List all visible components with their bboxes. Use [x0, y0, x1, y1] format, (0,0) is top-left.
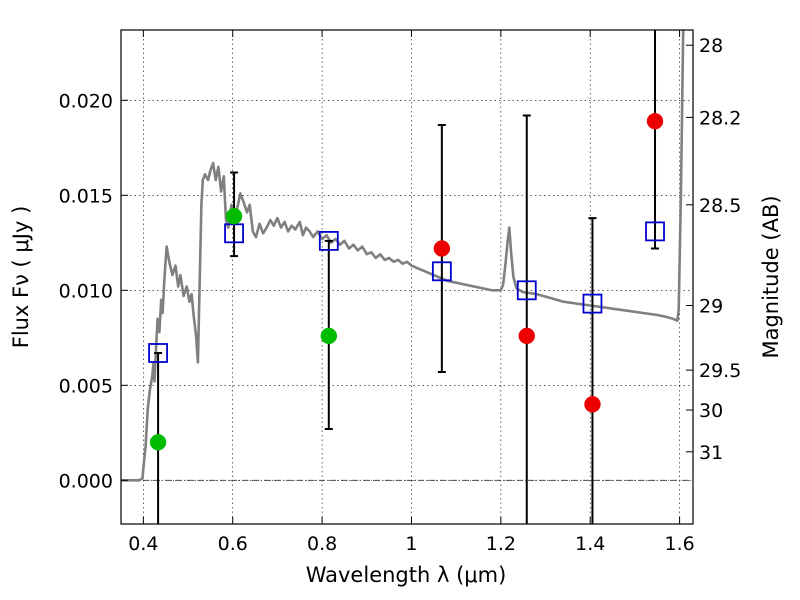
observed-flux-point — [584, 396, 601, 413]
y2-tick-label: 29 — [699, 296, 723, 318]
model-photometry-square — [148, 343, 168, 363]
observed-flux-point — [518, 327, 536, 345]
observed-flux-point — [646, 112, 664, 130]
x-tick-label: 0.8 — [307, 533, 337, 555]
model-photometry-square — [431, 261, 452, 282]
y2-axis-label: Magnitude (AB) — [759, 195, 783, 358]
data-markers — [148, 112, 665, 451]
x-tick-label: 1.4 — [575, 533, 605, 555]
observed-flux-point — [320, 327, 338, 345]
x-tick-label: 1.2 — [486, 533, 516, 555]
y2-tick-label: 28.2 — [699, 107, 741, 129]
model-photometry-square — [645, 221, 665, 242]
x-axis-label: Wavelength λ (μm) — [306, 563, 507, 587]
x-tick-label: 0.4 — [128, 533, 158, 555]
y-axis-ticks: 0.000 0.005 0.010 0.015 0.020 — [59, 90, 128, 492]
observed-flux-point — [225, 207, 243, 225]
y-tick-label: 0.020 — [59, 90, 113, 112]
model-photometry-square — [582, 293, 603, 314]
y-tick-label: 0.015 — [59, 185, 113, 207]
x-tick-label: 1 — [405, 533, 417, 555]
x-tick-label: 1.6 — [664, 533, 694, 555]
grid-lines — [121, 30, 693, 524]
y2-tick-label: 31 — [699, 442, 723, 464]
y-tick-label: 0.010 — [59, 280, 113, 302]
y2-tick-label: 28 — [699, 35, 723, 57]
plot-frame — [120, 29, 694, 525]
model-spectrum-line — [121, 30, 685, 482]
y-axis-label: Flux Fν ( μJy ) — [9, 206, 33, 349]
y2-tick-label: 28.5 — [699, 195, 741, 217]
y-tick-label: 0.000 — [59, 470, 113, 492]
x-tick-label: 0.6 — [218, 533, 248, 555]
y2-tick-label: 29.5 — [699, 360, 741, 382]
error-bars — [154, 30, 660, 524]
observed-flux-point — [433, 240, 451, 257]
model-photometry-square — [318, 230, 339, 251]
model-spectrum — [121, 30, 685, 482]
observed-flux-point — [149, 434, 167, 451]
y-tick-label: 0.005 — [59, 375, 113, 397]
y2-tick-label: 30 — [699, 400, 723, 422]
y2-axis-ticks: 28 28.2 28.5 29 29.5 30 31 — [686, 35, 741, 464]
x-axis-ticks: 0.4 0.6 0.8 1 1.2 1.4 1.6 — [128, 30, 695, 555]
model-photometry-square — [516, 280, 537, 301]
